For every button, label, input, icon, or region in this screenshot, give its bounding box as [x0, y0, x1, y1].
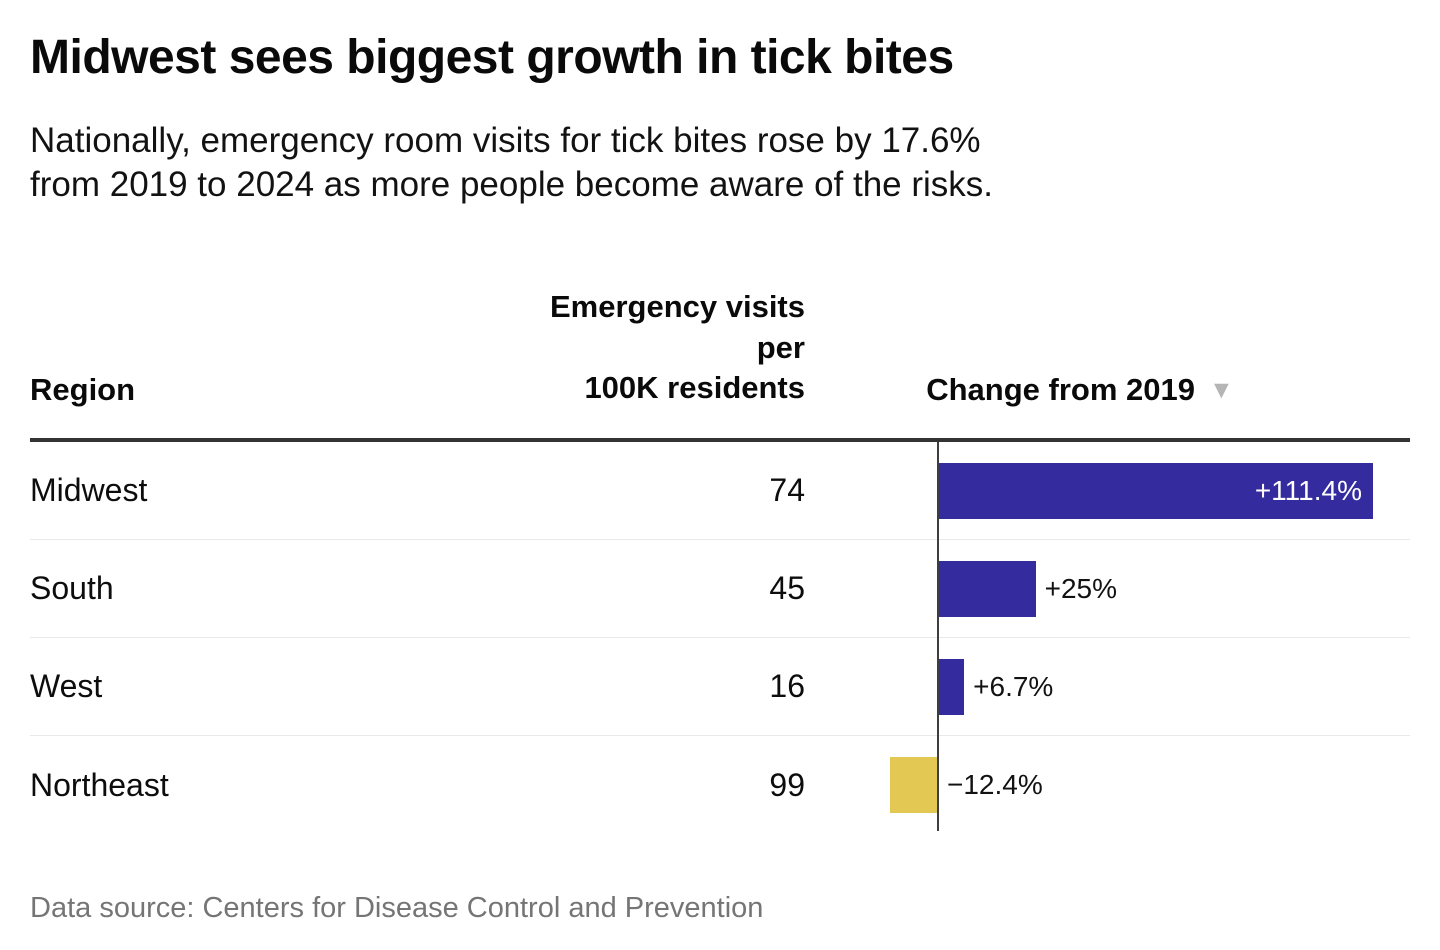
region-label: South — [30, 570, 114, 607]
page-title: Midwest sees biggest growth in tick bite… — [30, 31, 954, 84]
column-header-change: Change from 2019 ▼ — [805, 372, 1410, 414]
chart-card: Midwest sees biggest growth in tick bite… — [0, 30, 1440, 950]
table-row: South 45 +25% — [30, 540, 1410, 639]
table-row: Midwest 74 +111.4% — [30, 442, 1410, 541]
visits-value: 99 — [769, 766, 805, 803]
change-bar-cell: +6.7% — [805, 638, 1410, 735]
table-body: Midwest 74 +111.4% South 45 +25% West 16 +6.7% No… — [30, 442, 1410, 834]
table-header-row: Region Emergency visits per 100K residen… — [30, 287, 1410, 414]
header-divider — [30, 438, 1410, 443]
change-bar-cell: +25% — [805, 540, 1410, 637]
visits-value: 74 — [769, 472, 805, 509]
visits-value: 16 — [769, 668, 805, 705]
positive-change-bar — [938, 560, 1036, 617]
table-row: West 16 +6.7% — [30, 638, 1410, 737]
chart-subtitle: Nationally, emergency room visits for ti… — [30, 119, 1410, 207]
region-label: Midwest — [30, 472, 148, 509]
bar-value-label: +25% — [1044, 572, 1118, 604]
change-header-label: Change from 2019 — [926, 372, 1195, 408]
column-header-region: Region — [30, 372, 136, 408]
visits-header-line-2: 100K residents — [584, 369, 805, 405]
table-row: Northeast 99 −12.4% — [30, 736, 1410, 834]
visits-value: 45 — [769, 570, 805, 607]
bar-value-label: +6.7% — [973, 670, 1054, 702]
change-bar-cell: −12.4% — [805, 736, 1410, 834]
bar-value-label: −12.4% — [947, 769, 1043, 801]
data-source-note: Data source: Centers for Disease Control… — [30, 892, 764, 925]
column-header-visits: Emergency visits per 100K residents — [505, 287, 805, 414]
negative-change-bar — [889, 757, 938, 814]
subtitle-line-1: Nationally, emergency room visits for ti… — [30, 121, 981, 161]
subtitle-line-2: from 2019 to 2024 as more people become … — [30, 165, 994, 205]
region-label: West — [30, 668, 103, 705]
bar-value-label: +111.4% — [1254, 474, 1362, 506]
region-label: Northeast — [30, 766, 169, 803]
positive-change-bar — [938, 658, 965, 715]
positive-change-bar: +111.4% — [938, 462, 1373, 519]
visits-header-line-1: Emergency visits per — [549, 289, 805, 365]
change-bar-cell: +111.4% — [805, 442, 1410, 539]
zero-baseline-axis — [937, 442, 939, 832]
sort-descending-icon[interactable]: ▼ — [1209, 375, 1234, 404]
